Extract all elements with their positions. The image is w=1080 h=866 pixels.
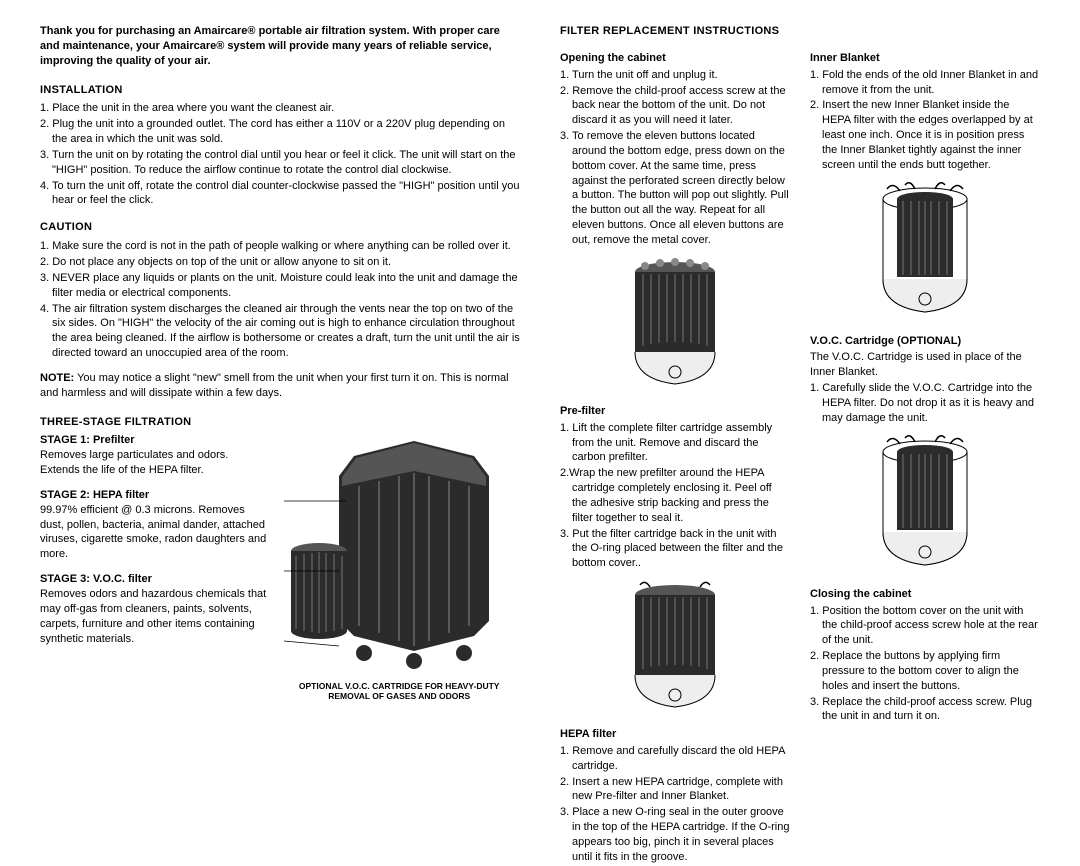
stage3-body: Removes odors and hazardous chemicals th…	[40, 587, 270, 646]
list-item: 1. Position the bottom cover on the unit…	[810, 604, 1040, 649]
stage2-body: 99.97% efficient @ 0.3 microns. Removes …	[40, 503, 270, 562]
installation-heading: INSTALLATION	[40, 83, 520, 98]
voc-caption: OPTIONAL V.O.C. CARTRIDGE FOR HEAVY-DUTY…	[278, 681, 520, 701]
filter-replacement-heading: FILTER REPLACEMENT INSTRUCTIONS	[560, 24, 1040, 39]
stage2-title: STAGE 2: HEPA filter	[40, 488, 270, 503]
note-label: NOTE:	[40, 372, 74, 384]
stage2-block: STAGE 2: HEPA filter 99.97% efficient @ …	[40, 488, 270, 562]
closing-title: Closing the cabinet	[810, 587, 1040, 602]
prefilter-title: Pre-filter	[560, 404, 790, 419]
three-stage-image: OPTIONAL V.O.C. CARTRIDGE FOR HEAVY-DUTY…	[278, 415, 520, 701]
list-item: 3. Put the filter cartridge back in the …	[560, 527, 790, 572]
list-item: 3. Turn the unit on by rotating the cont…	[40, 148, 520, 178]
inner-blanket-title: Inner Blanket	[810, 51, 1040, 66]
caution-list: 1. Make sure the cord is not in the path…	[40, 239, 520, 361]
list-item: 2.Wrap the new prefilter around the HEPA…	[560, 466, 790, 525]
list-item: 3. NEVER place any liquids or plants on …	[40, 271, 520, 301]
list-item: 3. Place a new O-ring seal in the outer …	[560, 805, 790, 864]
unit-illustration-voc	[865, 432, 985, 577]
air-purifier-illustration	[284, 421, 514, 671]
list-item: 4. To turn the unit off, rotate the cont…	[40, 179, 520, 209]
voc-list: 1. Carefully slide the V.O.C. Cartridge …	[810, 381, 1040, 426]
right-sub-left: Opening the cabinet 1. Turn the unit off…	[560, 43, 790, 866]
stage3-title: STAGE 3: V.O.C. filter	[40, 572, 270, 587]
voc-title: V.O.C. Cartridge (OPTIONAL)	[810, 334, 1040, 349]
list-item: 1. Fold the ends of the old Inner Blanke…	[810, 68, 1040, 98]
list-item: 2. Remove the child-proof access screw a…	[560, 84, 790, 129]
list-item: 1. Remove and carefully discard the old …	[560, 744, 790, 774]
list-item: 2. Insert a new HEPA cartridge, complete…	[560, 775, 790, 805]
stage1-title: STAGE 1: Prefilter	[40, 433, 270, 448]
hepa-list: 1. Remove and carefully discard the old …	[560, 744, 790, 865]
list-item: 1. Carefully slide the V.O.C. Cartridge …	[810, 381, 1040, 426]
list-item: 2. Do not place any objects on top of th…	[40, 255, 520, 270]
unit-illustration-inner-blanket	[865, 179, 985, 324]
list-item: 3. To remove the eleven buttons located …	[560, 129, 790, 248]
stage3-block: STAGE 3: V.O.C. filter Removes odors and…	[40, 572, 270, 646]
closing-list: 1. Position the bottom cover on the unit…	[810, 604, 1040, 725]
voc-intro: The V.O.C. Cartridge is used in place of…	[810, 350, 1040, 380]
inner-blanket-list: 1. Fold the ends of the old Inner Blanke…	[810, 68, 1040, 173]
prefilter-list: 1. Lift the complete filter cartridge as…	[560, 421, 790, 571]
right-column: FILTER REPLACEMENT INSTRUCTIONS Opening …	[560, 24, 1040, 810]
list-item: 1. Make sure the cord is not in the path…	[40, 239, 520, 254]
note-paragraph: NOTE: You may notice a slight "new" smel…	[40, 371, 520, 401]
right-sub-right: Inner Blanket 1. Fold the ends of the ol…	[810, 43, 1040, 866]
three-stage-text: THREE-STAGE FILTRATION STAGE 1: Prefilte…	[40, 415, 270, 701]
right-subcols: Opening the cabinet 1. Turn the unit off…	[560, 43, 1040, 866]
opening-list: 1. Turn the unit off and unplug it. 2. R…	[560, 68, 790, 248]
unit-illustration-prefilter	[615, 577, 735, 717]
three-stage-section: THREE-STAGE FILTRATION STAGE 1: Prefilte…	[40, 415, 520, 701]
list-item: 4. The air filtration system discharges …	[40, 302, 520, 361]
caution-heading: CAUTION	[40, 220, 520, 235]
list-item: 2. Replace the buttons by applying firm …	[810, 649, 1040, 694]
installation-list: 1. Place the unit in the area where you …	[40, 101, 520, 208]
hepa-title: HEPA filter	[560, 727, 790, 742]
note-text: You may notice a slight "new" smell from…	[40, 372, 509, 399]
list-item: 2. Insert the new Inner Blanket inside t…	[810, 98, 1040, 172]
opening-title: Opening the cabinet	[560, 51, 790, 66]
three-stage-heading: THREE-STAGE FILTRATION	[40, 415, 270, 430]
unit-illustration-opening	[615, 254, 735, 394]
stage1-body: Removes large particulates and odors. Ex…	[40, 448, 270, 478]
stage1-block: STAGE 1: Prefilter Removes large particu…	[40, 433, 270, 478]
intro-text: Thank you for purchasing an Amaircare® p…	[40, 24, 520, 69]
list-item: 1. Place the unit in the area where you …	[40, 101, 520, 116]
list-item: 3. Replace the child-proof access screw.…	[810, 695, 1040, 725]
page: Thank you for purchasing an Amaircare® p…	[40, 24, 1040, 810]
list-item: 1. Turn the unit off and unplug it.	[560, 68, 790, 83]
list-item: 1. Lift the complete filter cartridge as…	[560, 421, 790, 466]
list-item: 2. Plug the unit into a grounded outlet.…	[40, 117, 520, 147]
left-column: Thank you for purchasing an Amaircare® p…	[40, 24, 520, 810]
